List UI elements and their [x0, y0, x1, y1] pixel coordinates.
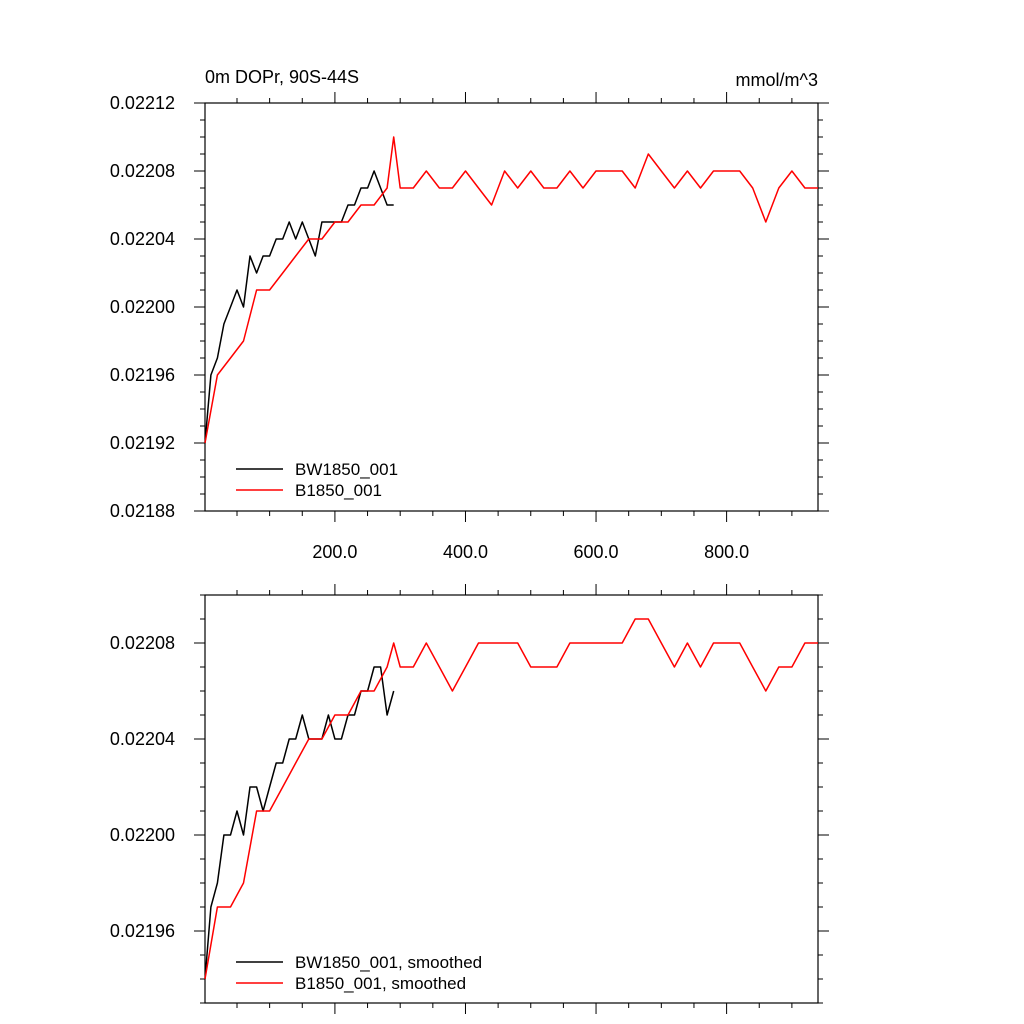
y-tick-label: 0.02212: [110, 93, 175, 113]
x-tick-label: 600.0: [574, 542, 619, 562]
y-tick-label: 0.02196: [110, 365, 175, 385]
legend-label-series-1: BW1850_001, smoothed: [295, 953, 482, 972]
x-tick-label: 400.0: [443, 542, 488, 562]
legend: BW1850_001, smoothed B1850_001, smoothed: [236, 953, 482, 993]
tick-marks: [194, 584, 829, 1014]
bottom-panel: 0.02196 0.02200 0.02204 0.02208 BW1850_001,…: [110, 584, 829, 1014]
tick-marks: [194, 92, 829, 522]
y-tick-label: 0.02192: [110, 433, 175, 453]
y-tick-label: 0.02204: [110, 229, 175, 249]
tick-labels: 0.02196 0.02200 0.02204 0.02208: [110, 633, 175, 941]
series-group: [204, 136, 818, 444]
y-tick-label: 0.02200: [110, 825, 175, 845]
y-tick-label: 0.02208: [110, 633, 175, 653]
chart-title-right-units: mmol/m^3: [736, 70, 818, 90]
y-tick-label: 0.02200: [110, 297, 175, 317]
top-panel: 0m DOPr, 90S-44S mmol/m^3 0.02188 0.02192…: [110, 67, 829, 562]
series-line-1: [204, 666, 395, 980]
legend: BW1850_001 B1850_001: [236, 460, 398, 500]
series-line-2: [204, 136, 818, 444]
series-line-2: [204, 618, 818, 980]
y-tick-label: 0.02204: [110, 729, 175, 749]
y-tick-label: 0.02208: [110, 161, 175, 181]
series-group: [204, 618, 818, 980]
x-tick-label: 800.0: [704, 542, 749, 562]
legend-label-series-2: B1850_001, smoothed: [295, 974, 466, 993]
y-tick-label: 0.02188: [110, 501, 175, 521]
x-tick-label: 200.0: [312, 542, 357, 562]
y-tick-label: 0.02196: [110, 921, 175, 941]
chart-title-left: 0m DOPr, 90S-44S: [205, 67, 359, 87]
series-line-1: [204, 170, 394, 444]
legend-label-series-2: B1850_001: [295, 481, 382, 500]
plot-frame: [204, 594, 819, 1004]
tick-labels: 0.02188 0.02192 0.02196 0.02200 0.02204 0.022…: [110, 93, 749, 562]
legend-label-series-1: BW1850_001: [295, 460, 398, 479]
plot-frame: [204, 102, 819, 512]
